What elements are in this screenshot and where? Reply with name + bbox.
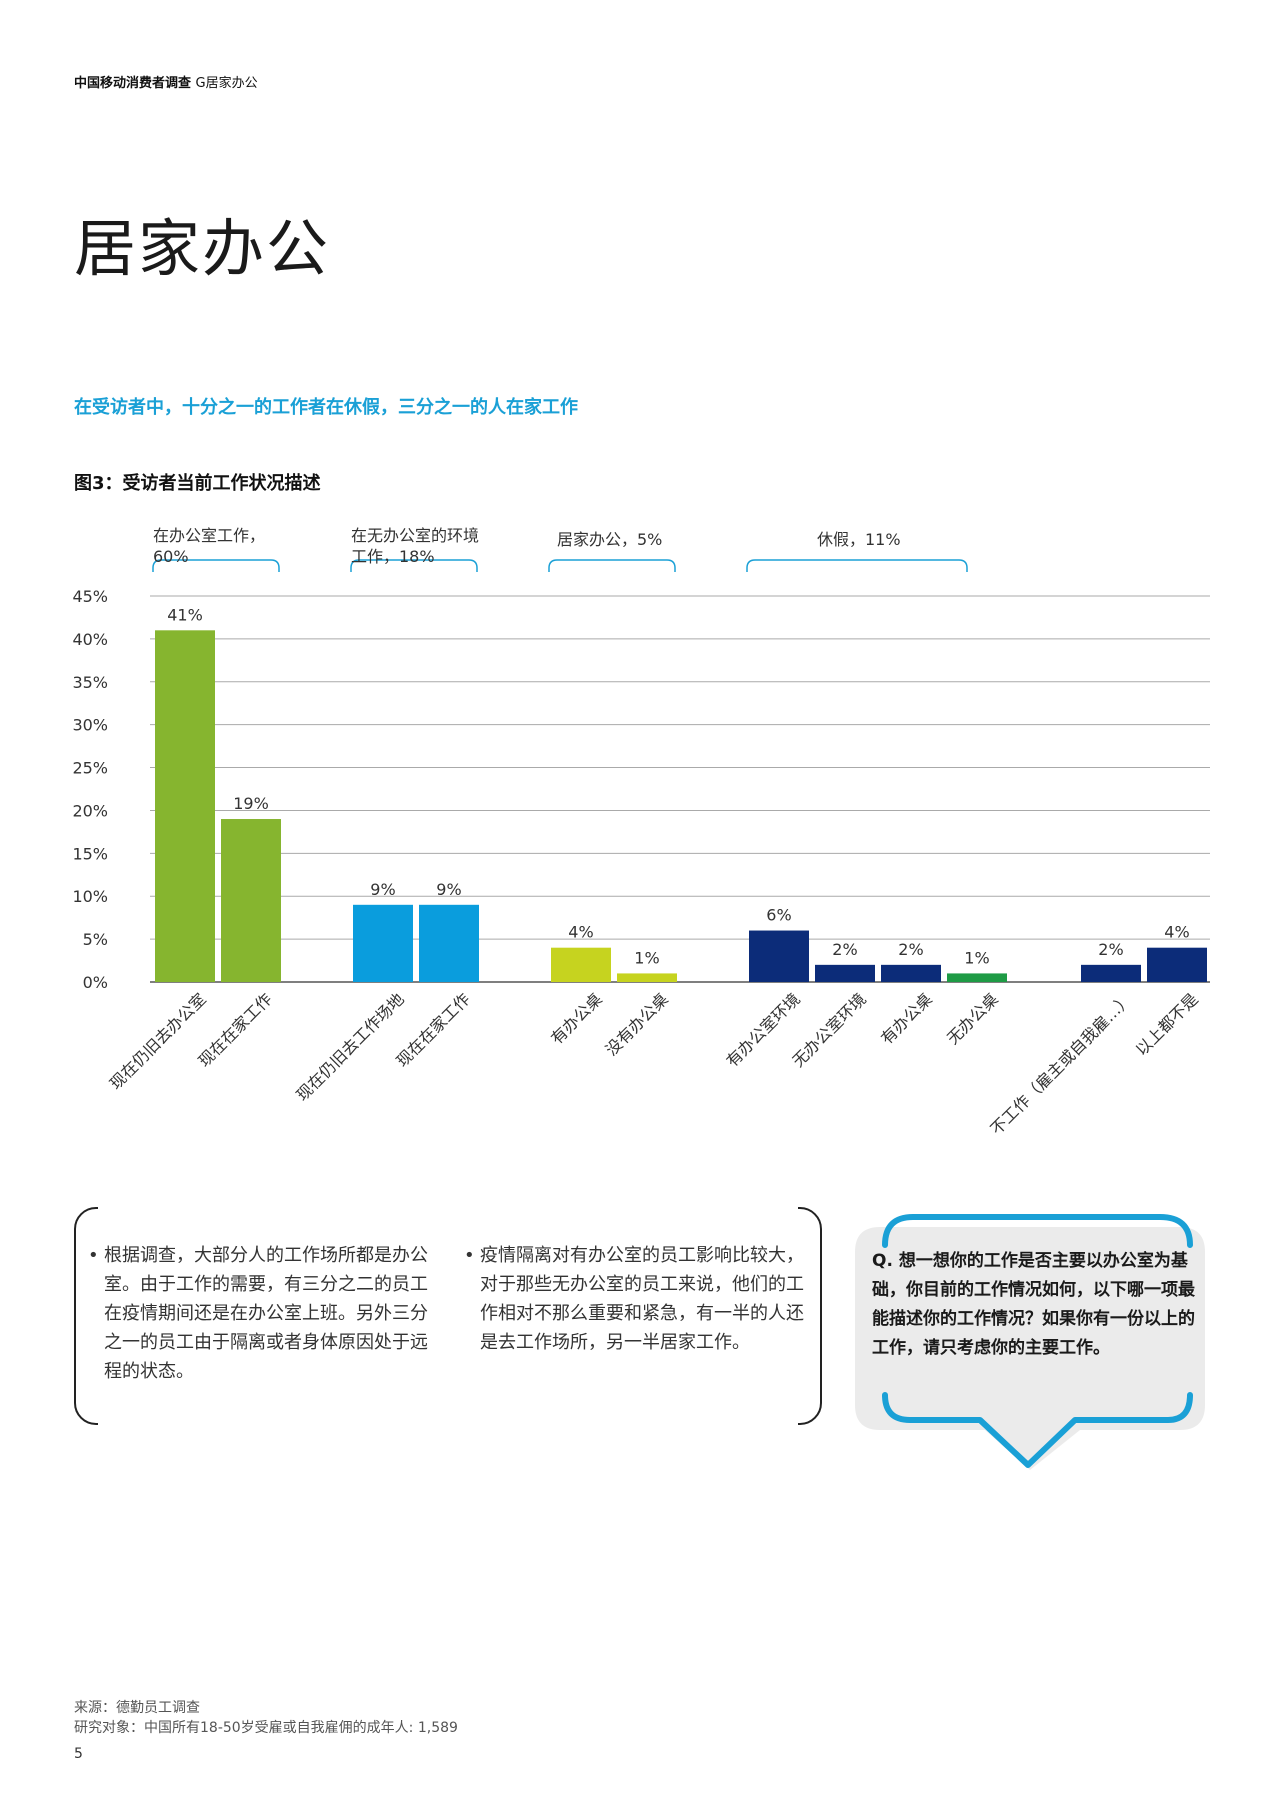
bar	[155, 630, 215, 982]
x-tick-label: 现在仍旧去办公室	[106, 989, 210, 1093]
data-label: 9%	[436, 880, 461, 899]
x-tick-label: 无办公桌	[943, 989, 1002, 1048]
y-tick-label: 5%	[83, 930, 108, 949]
data-label: 1%	[964, 948, 989, 967]
bar	[815, 964, 875, 982]
data-label: 4%	[1164, 923, 1189, 942]
data-label: 2%	[1098, 940, 1123, 959]
data-label: 41%	[167, 605, 203, 624]
x-tick-label: 有办公桌	[547, 989, 606, 1048]
note-1: 根据调查，大部分人的工作场所都是办公室。由于工作的需要，有三分之二的员工在疫情期…	[88, 1241, 434, 1386]
y-tick-label: 40%	[72, 630, 108, 649]
y-tick-label: 30%	[72, 716, 108, 735]
figure-title: 图3：受访者当前工作状况描述	[74, 473, 321, 494]
bar	[617, 973, 677, 982]
bar	[881, 964, 941, 982]
section-name: G居家办公	[195, 76, 258, 91]
bar	[221, 819, 281, 982]
data-label: 9%	[370, 880, 395, 899]
bar	[1147, 947, 1207, 982]
notes-box: 根据调查，大部分人的工作场所都是办公室。由于工作的需要，有三分之二的员工在疫情期…	[74, 1205, 822, 1427]
y-tick-label: 25%	[72, 759, 108, 778]
data-label: 2%	[898, 940, 923, 959]
running-header: 中国移动消费者调查 G居家办公	[74, 72, 258, 91]
report-name: 中国移动消费者调查	[74, 76, 192, 91]
page-number: 5	[74, 1746, 83, 1762]
headline: 在受访者中，十分之一的工作者在休假，三分之一的人在家工作	[74, 397, 578, 418]
group-bracket	[746, 559, 968, 572]
bar	[749, 930, 809, 982]
x-tick-label: 以上都不是	[1132, 989, 1202, 1059]
notes-box-top-gap	[98, 1205, 798, 1211]
bar	[419, 904, 479, 982]
note-2: 疫情隔离对有办公室的员工影响比较大，对于那些无办公室的员工来说，他们的工作相对不…	[464, 1241, 808, 1357]
y-tick-label: 0%	[83, 973, 108, 992]
y-tick-label: 20%	[72, 801, 108, 820]
sample-line: 研究对象：中国所有18-50岁受雇或自我雇佣的成年人: 1,589	[74, 1720, 458, 1736]
group-bracket	[152, 559, 280, 572]
bar	[1081, 964, 1141, 982]
bar-chart: 45% 40% 35% 30% 25% 20% 15% 10% 5% 0% 在办公室工作， 60% 41…	[72, 526, 1210, 1139]
group-label: 在无办公室的环境	[351, 526, 479, 545]
bar	[947, 973, 1007, 982]
x-tick-label: 有办公桌	[877, 989, 936, 1048]
data-label: 4%	[568, 923, 593, 942]
group-bracket	[350, 559, 478, 572]
x-tick-label: 不工作（雇主或自我雇…）	[987, 989, 1136, 1138]
group-label: 在办公室工作，	[153, 526, 265, 545]
group-label: 休假，11%	[817, 530, 901, 549]
notes-box-bottom-gap	[98, 1421, 798, 1427]
group-label: 居家办公，5%	[557, 530, 662, 549]
data-label: 6%	[766, 906, 791, 925]
x-tick-label: 现在仍旧去工作场地	[293, 989, 408, 1104]
group-label: 工作，18%	[351, 547, 435, 566]
question-callout: Q. 想一想你的工作是否主要以办公室为基础，你目前的工作情况如何，以下哪一项最能…	[850, 1205, 1220, 1505]
y-tick-label: 35%	[72, 673, 108, 692]
data-label: 2%	[832, 940, 857, 959]
group-bracket	[548, 559, 676, 572]
question-text: Q. 想一想你的工作是否主要以办公室为基础，你目前的工作情况如何，以下哪一项最能…	[872, 1251, 1195, 1358]
bar	[551, 947, 611, 982]
y-tick-label: 15%	[72, 844, 108, 863]
x-tick-label: 没有办公桌	[602, 989, 672, 1059]
group-label: 60%	[153, 547, 189, 566]
page-title: 居家办公	[74, 212, 331, 285]
speech-bubble-icon	[855, 1214, 1205, 1470]
data-label: 1%	[634, 948, 659, 967]
bar	[353, 904, 413, 982]
y-tick-label: 45%	[72, 587, 108, 606]
data-label: 19%	[233, 794, 269, 813]
y-tick-label: 10%	[72, 887, 108, 906]
source-line: 来源：德勤员工调查	[74, 1700, 200, 1716]
